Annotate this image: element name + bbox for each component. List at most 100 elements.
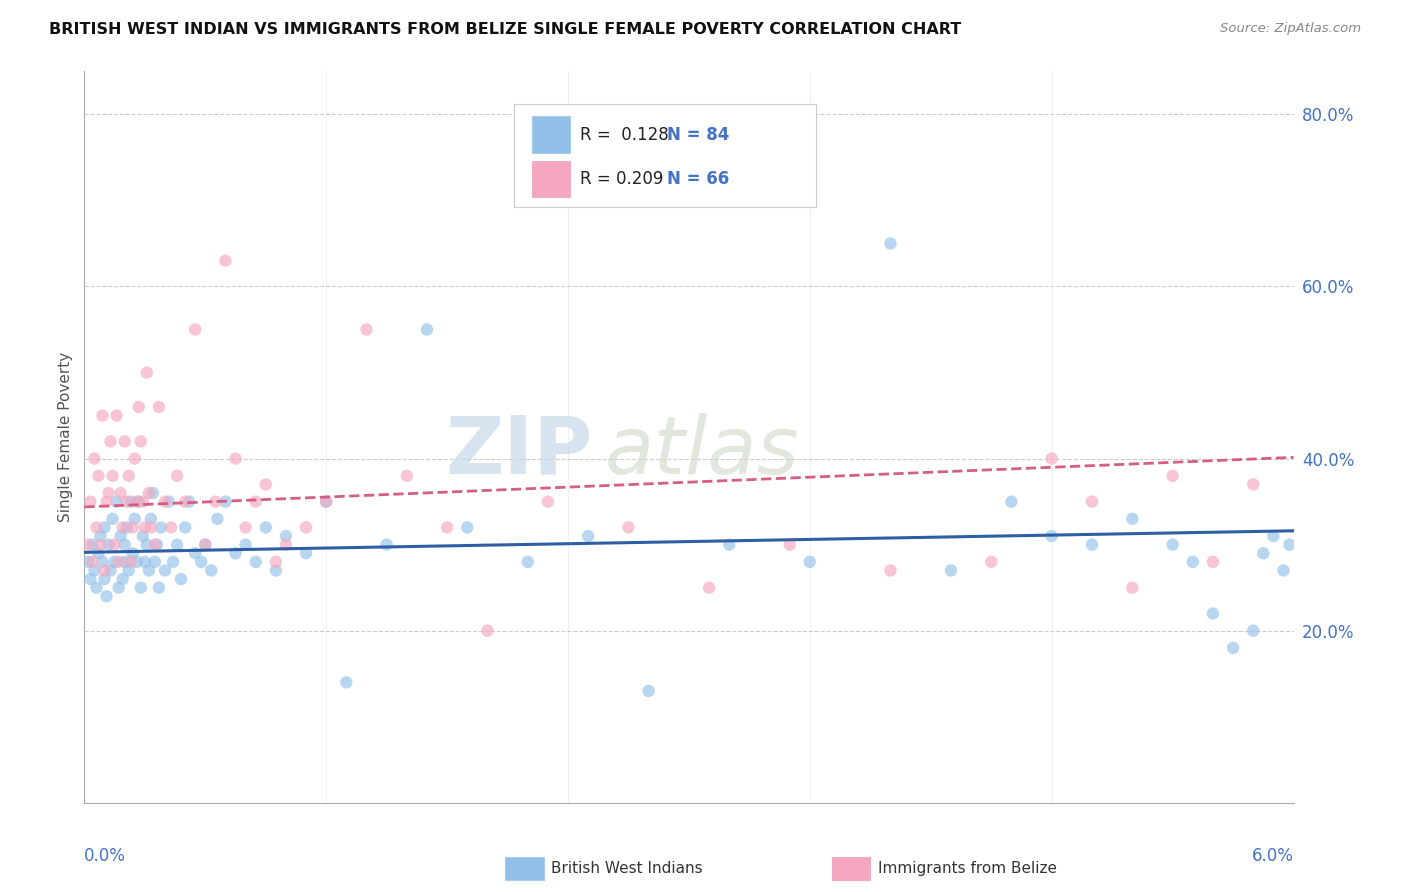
Point <box>86 581 108 595</box>
Point <box>105 409 128 423</box>
Point <box>1241 624 1264 638</box>
Point <box>416 322 439 336</box>
Point <box>162 555 184 569</box>
Point <box>274 538 297 552</box>
Point <box>1272 564 1295 578</box>
Point <box>146 538 169 552</box>
Point <box>477 624 499 638</box>
Point <box>125 555 148 569</box>
Point <box>939 564 962 578</box>
Point <box>436 520 458 534</box>
Point <box>879 236 901 251</box>
Point <box>879 564 901 578</box>
Point <box>174 494 197 508</box>
Point <box>194 538 217 552</box>
Point <box>264 555 287 569</box>
Y-axis label: Single Female Poverty: Single Female Poverty <box>58 352 73 522</box>
Text: N = 66: N = 66 <box>668 170 730 188</box>
Point <box>1263 529 1285 543</box>
Point <box>1040 451 1063 466</box>
Point <box>184 322 207 336</box>
Point <box>93 520 115 534</box>
Point <box>143 555 166 569</box>
Point <box>225 546 247 560</box>
Point <box>315 494 337 508</box>
Point <box>356 322 378 336</box>
Point <box>139 520 162 534</box>
Point <box>153 494 176 508</box>
Text: ZIP: ZIP <box>444 413 592 491</box>
Point <box>87 546 110 560</box>
Point <box>89 538 111 552</box>
Point <box>115 520 138 534</box>
Point <box>135 366 157 380</box>
FancyBboxPatch shape <box>505 857 544 880</box>
Point <box>1161 468 1184 483</box>
Point <box>114 538 136 552</box>
Point <box>637 684 659 698</box>
FancyBboxPatch shape <box>831 857 870 880</box>
Point <box>200 564 222 578</box>
Point <box>214 253 236 268</box>
Point <box>1222 640 1244 655</box>
Point <box>86 520 108 534</box>
Point <box>132 529 155 543</box>
Point <box>148 581 170 595</box>
Point <box>1040 529 1063 543</box>
Point <box>157 494 180 508</box>
Point <box>617 520 640 534</box>
Point <box>121 546 143 560</box>
Point <box>110 529 132 543</box>
Text: British West Indians: British West Indians <box>551 861 703 876</box>
Point <box>537 494 560 508</box>
Point <box>115 494 138 508</box>
Point <box>456 520 478 534</box>
Point <box>97 486 120 500</box>
Point <box>93 564 115 578</box>
Text: 6.0%: 6.0% <box>1251 847 1294 864</box>
Point <box>104 555 127 569</box>
Point <box>91 409 114 423</box>
Point <box>576 529 599 543</box>
Point <box>111 520 134 534</box>
Point <box>1241 477 1264 491</box>
Text: Immigrants from Belize: Immigrants from Belize <box>877 861 1056 876</box>
Point <box>110 486 132 500</box>
Point <box>225 451 247 466</box>
Point <box>132 494 155 508</box>
Point <box>1202 555 1225 569</box>
Point <box>101 512 124 526</box>
Point <box>1081 538 1104 552</box>
Point <box>1181 555 1204 569</box>
Point <box>245 494 267 508</box>
Point <box>139 512 162 526</box>
Point <box>295 520 318 534</box>
Point <box>179 494 201 508</box>
Point <box>254 477 277 491</box>
Point <box>87 468 110 483</box>
Point <box>799 555 821 569</box>
Point <box>91 555 114 569</box>
Point <box>97 538 120 552</box>
Point <box>143 538 166 552</box>
Point <box>79 494 101 508</box>
Point <box>128 400 150 414</box>
Point <box>245 555 267 569</box>
Point <box>149 520 172 534</box>
FancyBboxPatch shape <box>513 104 815 207</box>
Point <box>83 564 105 578</box>
Point <box>79 572 101 586</box>
Point <box>107 555 129 569</box>
Point <box>214 494 236 508</box>
Point <box>274 529 297 543</box>
Point <box>77 555 100 569</box>
Point <box>779 538 801 552</box>
Point <box>89 529 111 543</box>
Point <box>235 520 257 534</box>
Point <box>96 494 118 508</box>
Point <box>1121 512 1143 526</box>
Text: R = 0.209: R = 0.209 <box>581 170 664 188</box>
Point <box>120 494 142 508</box>
Point <box>1202 607 1225 621</box>
Point <box>295 546 318 560</box>
